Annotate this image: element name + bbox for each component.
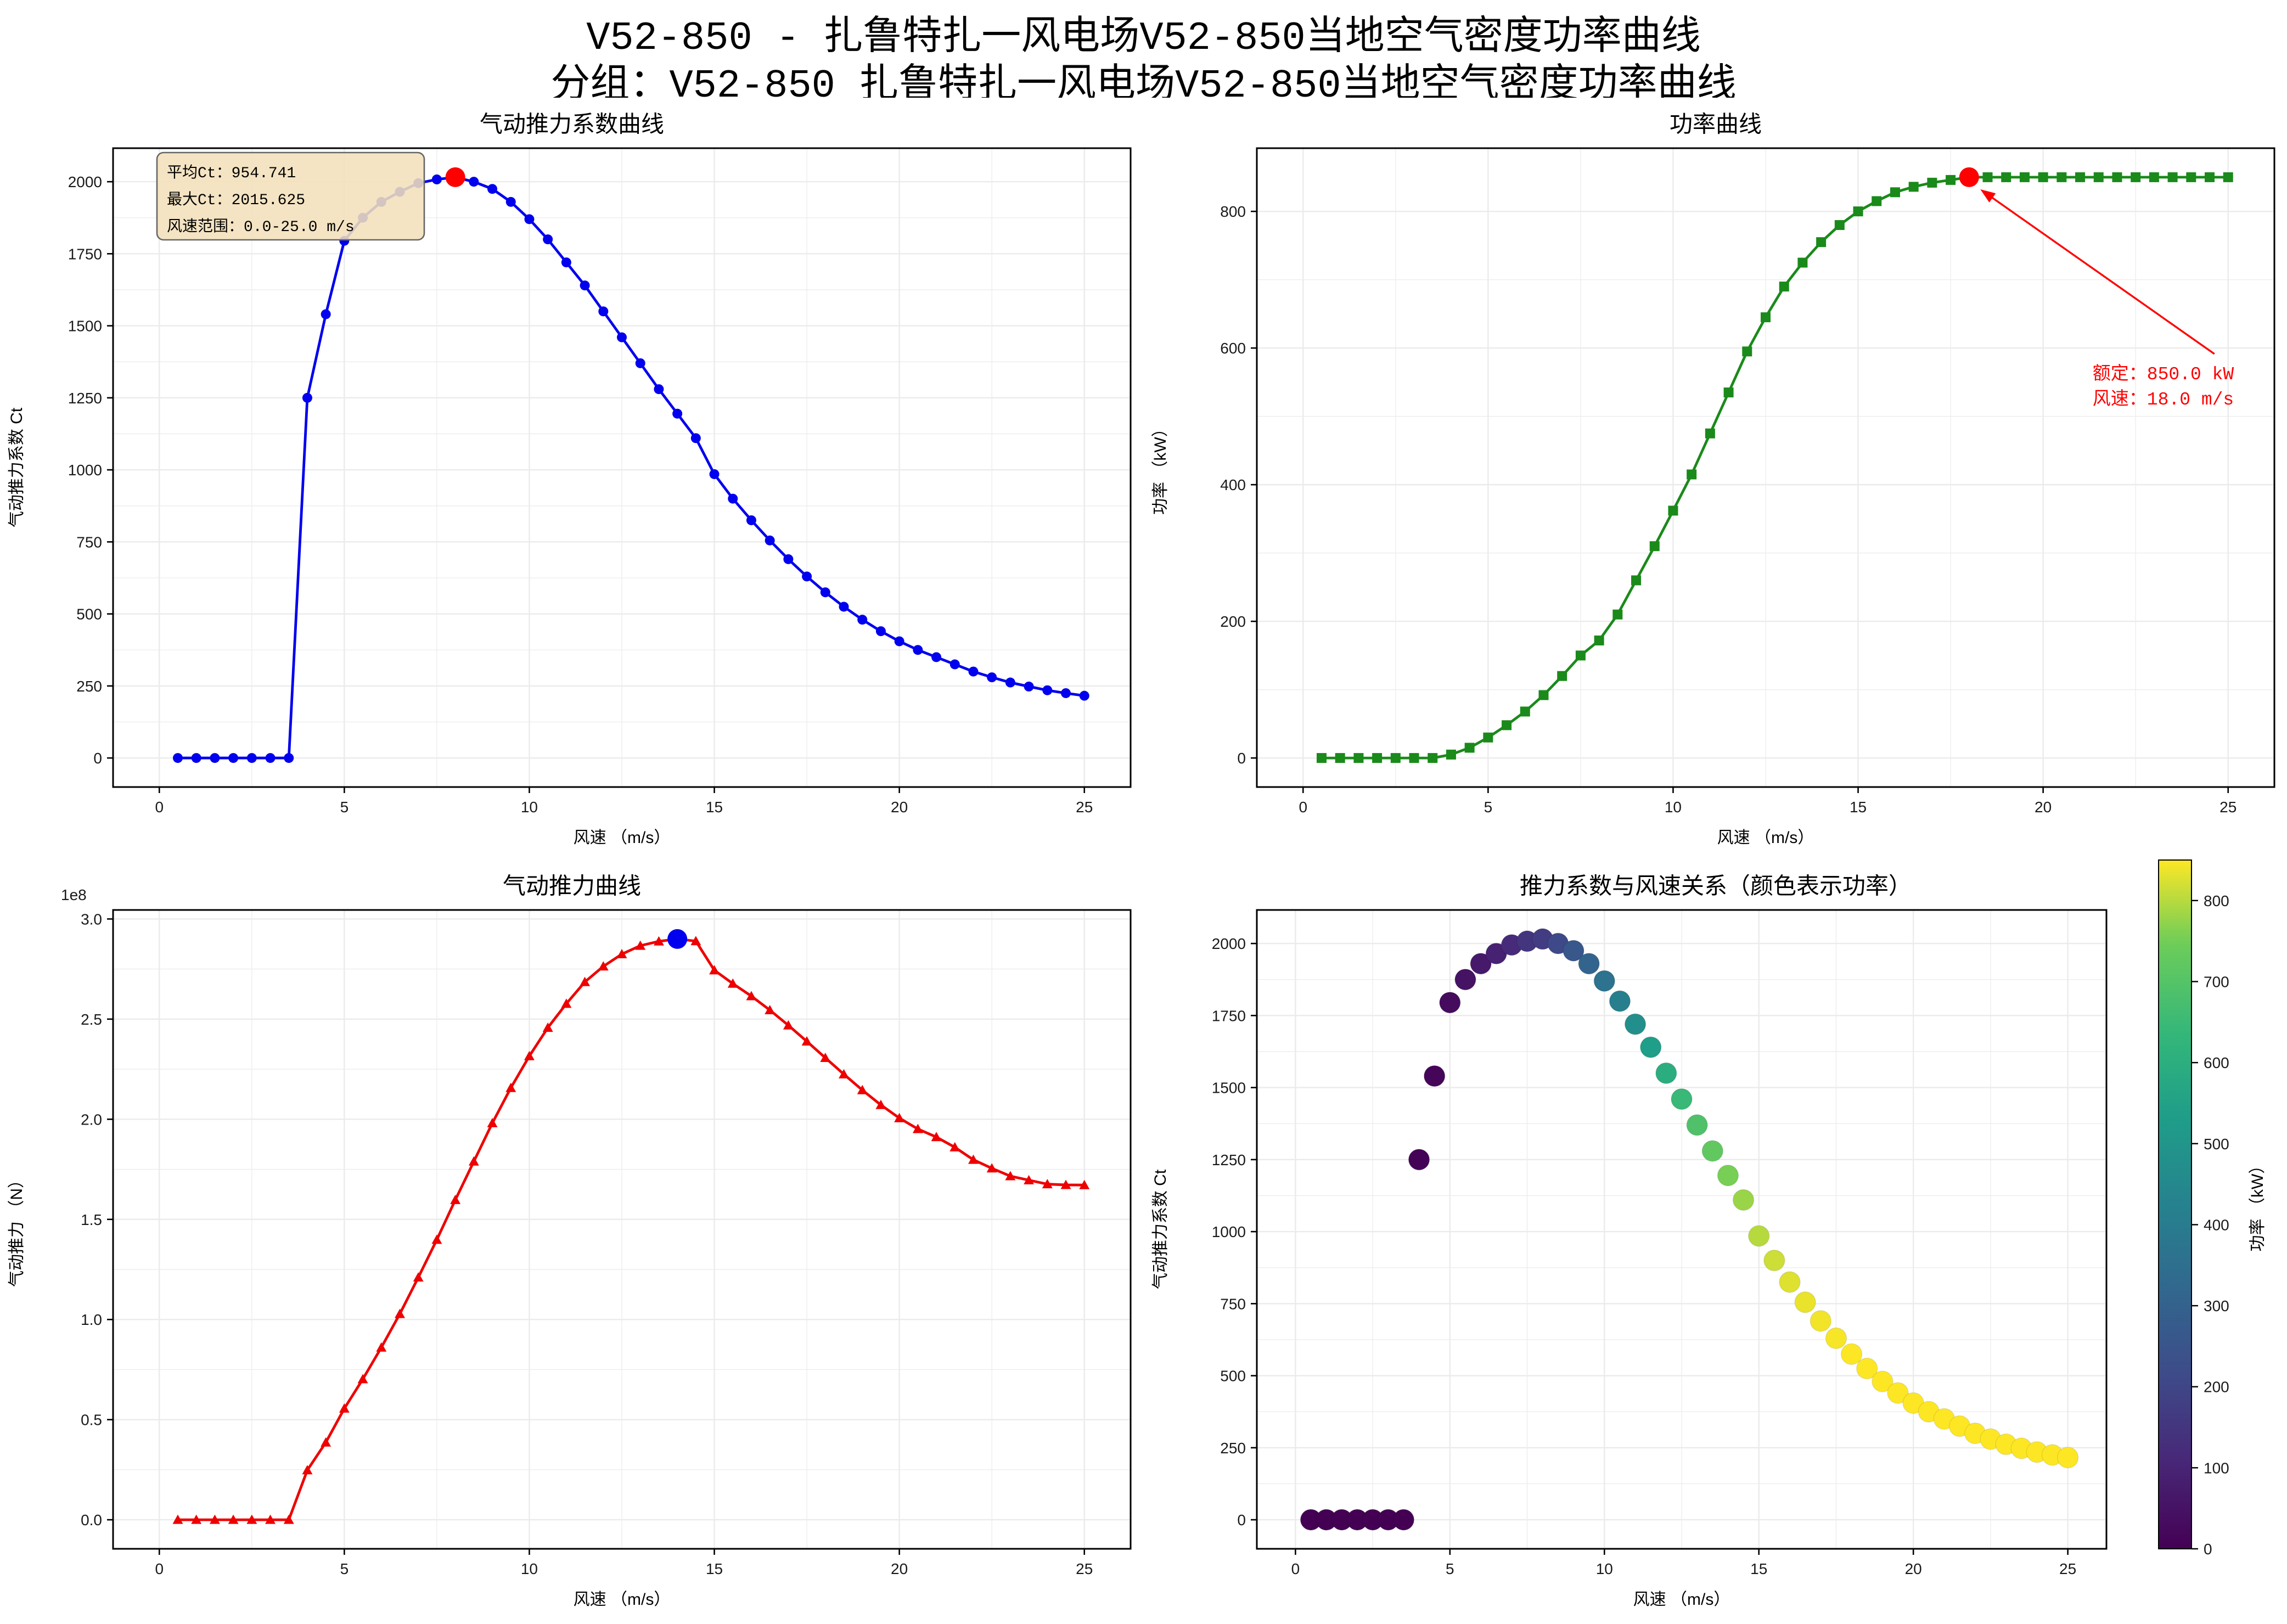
svg-text:气动推力系数 Ct: 气动推力系数 Ct (8, 407, 26, 527)
svg-text:气动推力 （N）: 气动推力 （N） (8, 1172, 26, 1287)
svg-text:5: 5 (1484, 799, 1493, 816)
svg-text:250: 250 (1220, 1440, 1246, 1457)
svg-text:1750: 1750 (68, 245, 102, 262)
svg-text:功率 （kW）: 功率 （kW） (2249, 1157, 2267, 1252)
svg-text:0: 0 (1291, 1560, 1300, 1577)
svg-text:25: 25 (2059, 1560, 2076, 1577)
svg-text:1.0: 1.0 (81, 1311, 102, 1328)
svg-text:0: 0 (1237, 750, 1246, 767)
svg-text:200: 200 (1220, 613, 1246, 630)
svg-text:额定：850.0 kW: 额定：850.0 kW (2093, 363, 2234, 385)
svg-text:20: 20 (1905, 1560, 1922, 1577)
svg-text:风速 （m/s）: 风速 （m/s） (574, 829, 671, 847)
svg-text:2.0: 2.0 (81, 1111, 102, 1128)
svg-text:0: 0 (1299, 799, 1307, 816)
svg-text:推力系数与风速关系（颜色表示功率）: 推力系数与风速关系（颜色表示功率） (1520, 873, 1912, 899)
svg-text:10: 10 (1665, 799, 1682, 816)
svg-text:100: 100 (2204, 1459, 2229, 1476)
svg-text:700: 700 (2204, 973, 2229, 990)
svg-text:1.5: 1.5 (81, 1211, 102, 1228)
svg-text:气动推力曲线: 气动推力曲线 (503, 873, 641, 899)
svg-text:气动推力系数曲线: 气动推力系数曲线 (480, 111, 664, 137)
svg-text:600: 600 (1220, 340, 1246, 357)
svg-text:风速：18.0 m/s: 风速：18.0 m/s (2093, 389, 2234, 410)
svg-text:20: 20 (891, 799, 908, 816)
svg-text:1500: 1500 (1212, 1080, 1246, 1097)
svg-text:功率 （kW）: 功率 （kW） (1151, 420, 1170, 515)
svg-text:500: 500 (2204, 1136, 2229, 1153)
svg-text:15: 15 (706, 799, 723, 816)
svg-text:15: 15 (1850, 799, 1867, 816)
svg-text:400: 400 (1220, 476, 1246, 493)
svg-text:3.0: 3.0 (81, 911, 102, 928)
svg-text:2000: 2000 (1212, 935, 1246, 952)
svg-text:400: 400 (2204, 1216, 2229, 1233)
svg-text:1250: 1250 (68, 390, 102, 407)
svg-text:2.5: 2.5 (81, 1011, 102, 1028)
svg-text:800: 800 (1220, 203, 1246, 220)
svg-text:0.5: 0.5 (81, 1412, 102, 1429)
svg-text:20: 20 (891, 1560, 908, 1577)
svg-text:最大Ct：2015.625: 最大Ct：2015.625 (167, 190, 305, 209)
svg-text:250: 250 (76, 678, 102, 695)
svg-text:0: 0 (155, 1560, 164, 1577)
svg-text:500: 500 (1220, 1368, 1246, 1385)
svg-text:5: 5 (1446, 1560, 1454, 1577)
svg-text:750: 750 (1220, 1295, 1246, 1312)
svg-text:750: 750 (76, 533, 102, 550)
svg-text:风速 （m/s）: 风速 （m/s） (1633, 1591, 1730, 1609)
svg-text:5: 5 (340, 1560, 349, 1577)
svg-text:10: 10 (1596, 1560, 1613, 1577)
svg-text:1250: 1250 (1212, 1151, 1246, 1168)
svg-text:300: 300 (2204, 1297, 2229, 1314)
svg-text:0: 0 (2204, 1541, 2212, 1558)
svg-text:10: 10 (521, 1560, 538, 1577)
svg-text:10: 10 (521, 799, 538, 816)
svg-text:气动推力系数 Ct: 气动推力系数 Ct (1151, 1169, 1170, 1289)
svg-text:0: 0 (1237, 1511, 1246, 1529)
svg-text:风速 （m/s）: 风速 （m/s） (574, 1591, 671, 1609)
svg-text:25: 25 (1076, 799, 1093, 816)
svg-text:风速 （m/s）: 风速 （m/s） (1717, 829, 1814, 847)
svg-text:1750: 1750 (1212, 1007, 1246, 1024)
svg-text:0: 0 (93, 750, 102, 767)
svg-text:200: 200 (2204, 1379, 2229, 1396)
svg-text:2000: 2000 (68, 173, 102, 190)
svg-text:15: 15 (1750, 1560, 1767, 1577)
svg-text:1e8: 1e8 (61, 886, 87, 903)
svg-text:0: 0 (155, 799, 164, 816)
svg-text:500: 500 (76, 606, 102, 623)
svg-text:0.0: 0.0 (81, 1511, 102, 1529)
svg-text:25: 25 (1076, 1560, 1093, 1577)
svg-text:20: 20 (2035, 799, 2052, 816)
svg-text:800: 800 (2204, 892, 2229, 909)
svg-text:25: 25 (2219, 799, 2237, 816)
svg-text:功率曲线: 功率曲线 (1670, 111, 1762, 137)
svg-text:风速范围：0.0-25.0 m/s: 风速范围：0.0-25.0 m/s (167, 217, 355, 236)
svg-text:1000: 1000 (1212, 1223, 1246, 1240)
svg-text:1500: 1500 (68, 318, 102, 335)
svg-text:600: 600 (2204, 1054, 2229, 1071)
svg-text:1000: 1000 (68, 462, 102, 479)
svg-text:平均Ct：954.741: 平均Ct：954.741 (167, 164, 296, 182)
svg-text:15: 15 (706, 1560, 723, 1577)
svg-text:5: 5 (340, 799, 349, 816)
